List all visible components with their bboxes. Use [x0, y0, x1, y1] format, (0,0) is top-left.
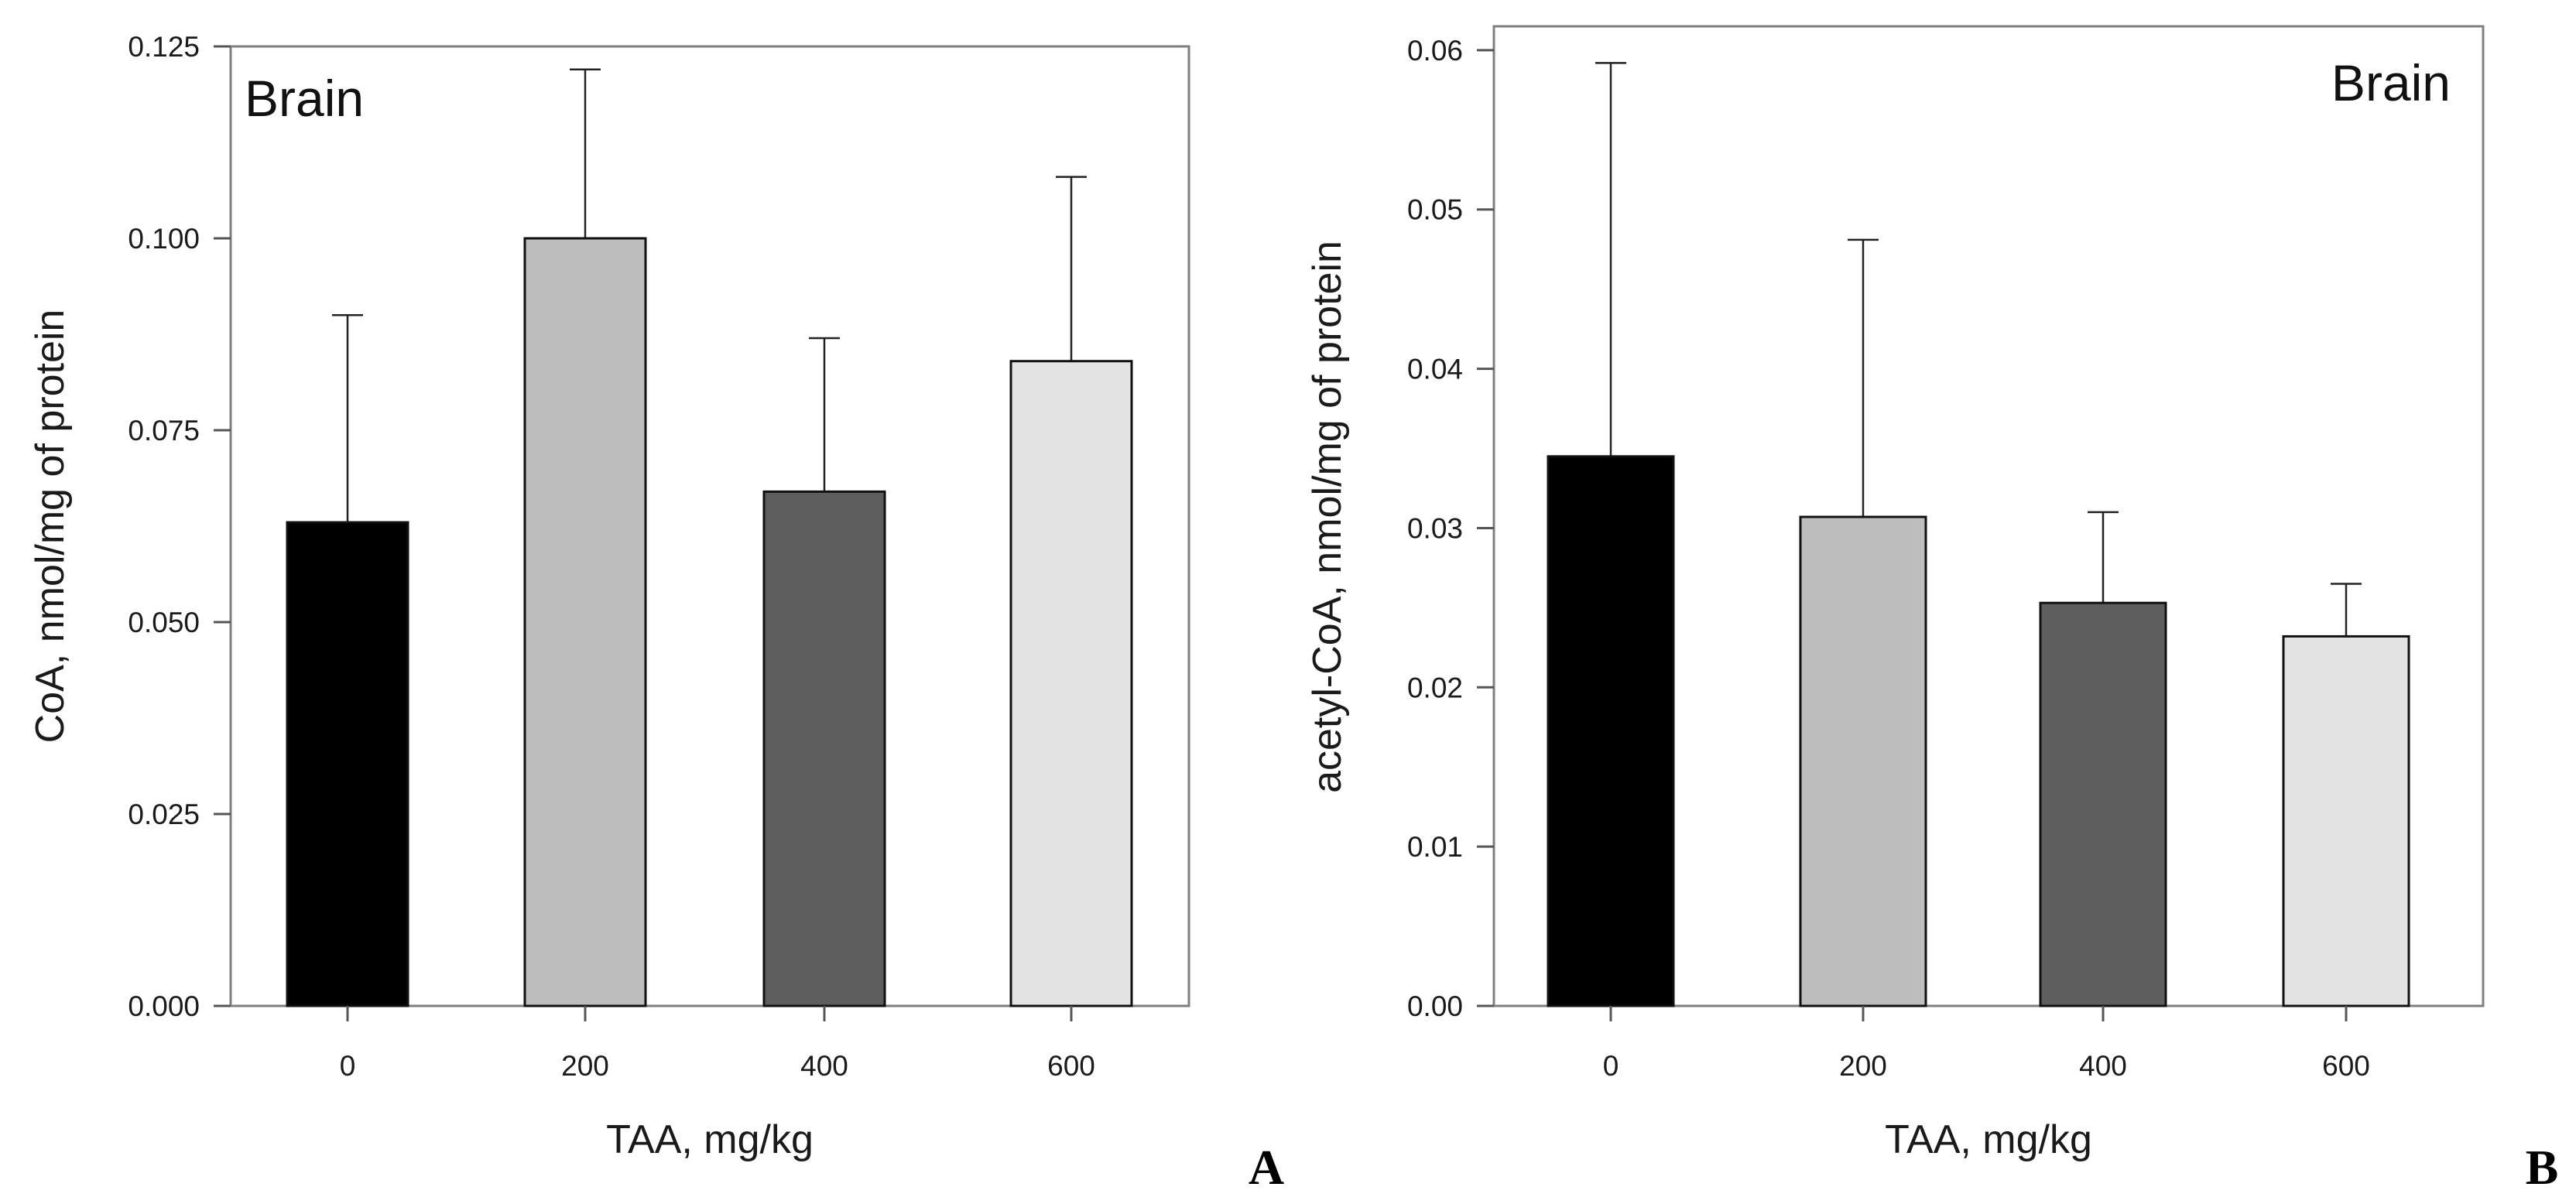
- x-tick-label: 600: [2322, 1050, 2370, 1082]
- y-tick-label: 0.00: [1407, 990, 1463, 1022]
- panel-title-a: Brain: [245, 70, 364, 127]
- panel-a: 0.000 0.025 0.050 0.075 0.100 0.125 0 200 400 60…: [28, 31, 1284, 1195]
- x-tick-label: 200: [1839, 1050, 1887, 1082]
- bar-400: [2039, 601, 2167, 1007]
- y-tick-label: 0.04: [1407, 354, 1463, 385]
- bar-0: [286, 521, 409, 1007]
- x-axis-b: 0 200 400 600: [1603, 1006, 2370, 1082]
- y-tick-label: 0.02: [1407, 672, 1463, 703]
- y-tick-label: 0.000: [128, 990, 200, 1022]
- bar-200: [523, 237, 647, 1007]
- x-axis-a: 0 200 400 600: [340, 1006, 1095, 1082]
- x-tick-label: 400: [800, 1050, 848, 1082]
- y-tick-label: 0.01: [1407, 831, 1463, 863]
- bar-400: [762, 490, 886, 1007]
- error-bars-b: [1595, 62, 2362, 637]
- bar-600: [1009, 360, 1133, 1007]
- bar-200: [1799, 515, 1927, 1007]
- y-tick-label: 0.100: [128, 223, 200, 255]
- y-axis-b: 0.00 0.01 0.02 0.03 0.04 0.05 0.06: [1407, 35, 1494, 1022]
- y-tick-label: 0.05: [1407, 194, 1463, 226]
- bars-b: [1547, 455, 2410, 1007]
- bar-0: [1547, 455, 1675, 1007]
- panel-title-b: Brain: [2331, 54, 2451, 111]
- bars-a: [286, 237, 1133, 1007]
- y-tick-label: 0.06: [1407, 35, 1463, 67]
- x-tick-label: 200: [561, 1050, 609, 1082]
- y-tick-label: 0.050: [128, 607, 200, 638]
- panel-letter-a: A: [1249, 1140, 1284, 1195]
- y-axis-title-b: acetyl-CoA, nmol/mg of protein: [1305, 241, 1350, 793]
- x-axis-title-b: TAA, mg/kg: [1885, 1117, 2092, 1162]
- panel-b: 0.000.010.020.030.040.050.06 0 200 400 600 …: [1305, 25, 2559, 1195]
- error-bars-a: [332, 68, 1087, 523]
- y-tick-label: 0.125: [128, 31, 200, 63]
- y-axis-title-a: CoA, nmol/mg of protein: [28, 310, 73, 744]
- y-axis-a: 0.000 0.025 0.050 0.075 0.100 0.125: [128, 31, 231, 1022]
- panel-letter-b: B: [2526, 1140, 2559, 1195]
- plot-frame-a: [229, 45, 1190, 1007]
- y-tick-label: 0.025: [128, 799, 200, 830]
- x-axis-title-a: TAA, mg/kg: [606, 1117, 814, 1162]
- x-tick-label: 0: [1603, 1050, 1619, 1082]
- plot-frame-b: [1492, 25, 2485, 1007]
- bar-600: [2282, 634, 2410, 1007]
- y-tick-label: 0.075: [128, 415, 200, 446]
- x-tick-label: 400: [2079, 1050, 2127, 1082]
- y-tick-label: 0.03: [1407, 512, 1463, 544]
- x-tick-label: 0: [340, 1050, 356, 1082]
- x-tick-label: 600: [1047, 1050, 1095, 1082]
